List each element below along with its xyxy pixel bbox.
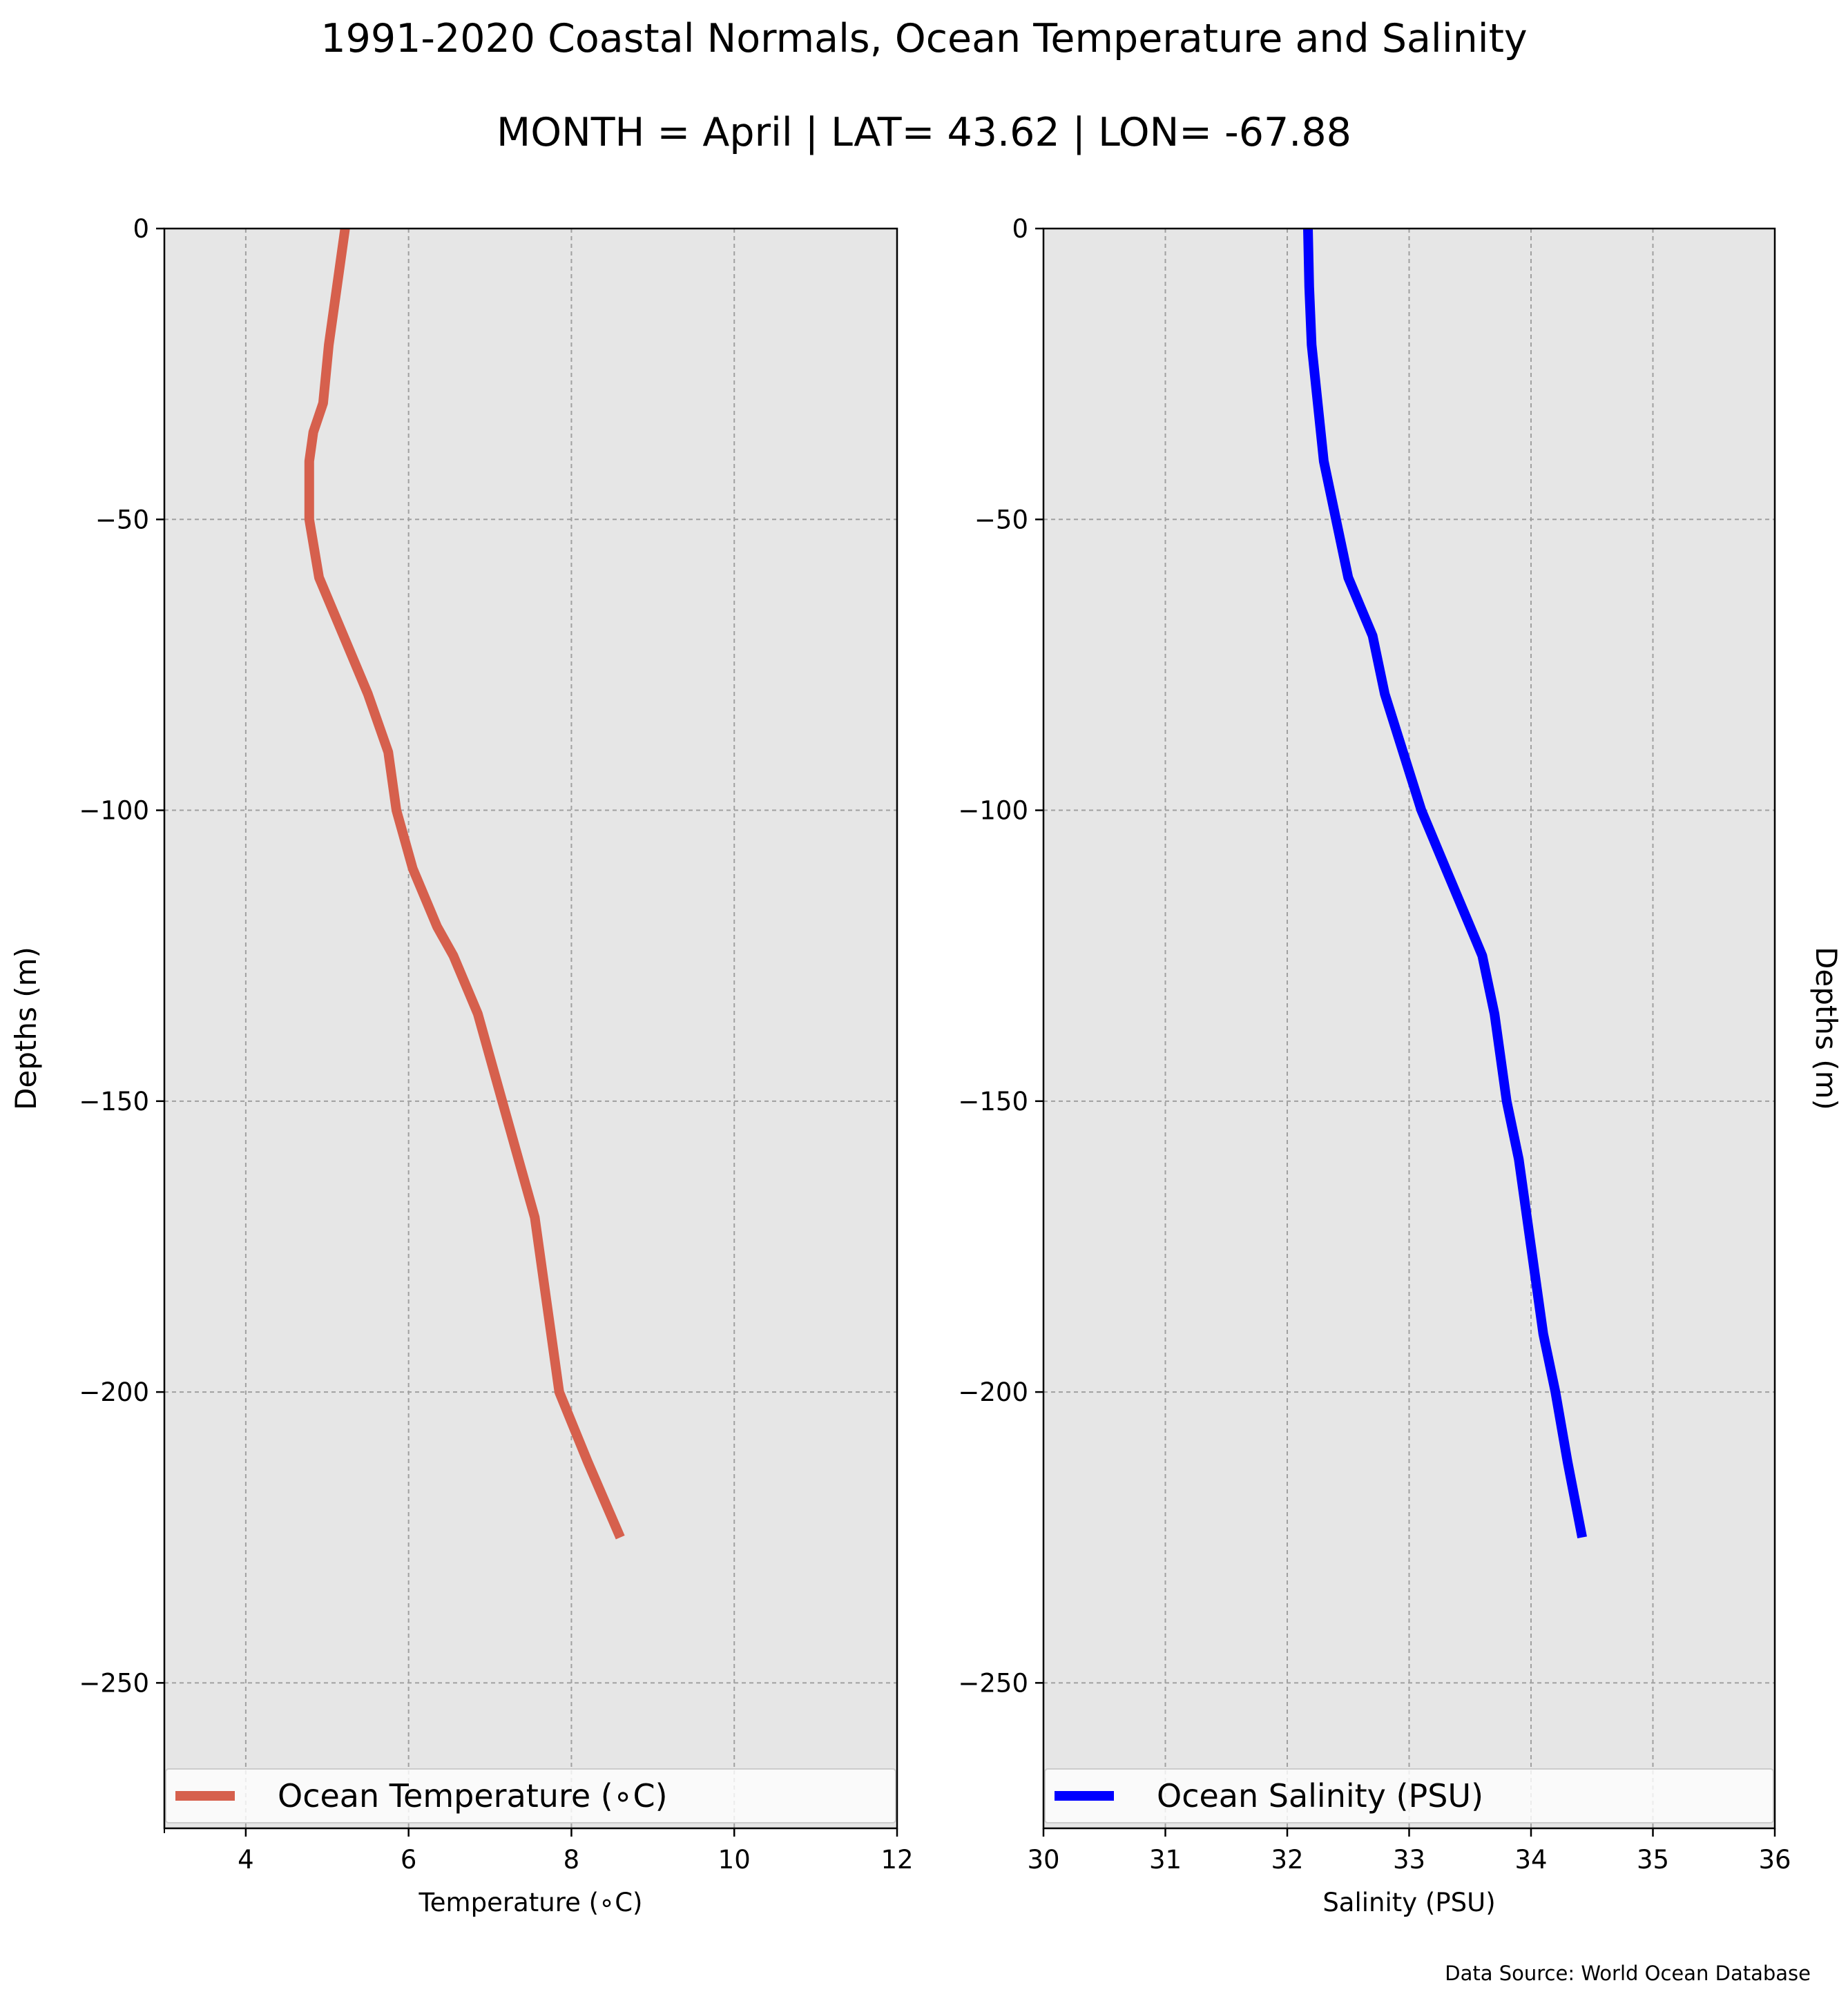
x-tick-label: 35 [1637, 1845, 1669, 1875]
legend-box [1044, 1768, 1774, 1823]
series-line [304, 228, 625, 1540]
chart-subtitle: MONTH = April | LAT= 43.62 | LON= -67.88 [497, 110, 1351, 155]
temperature-panel: Ocean Temperature (∘C) 4 6 8 10 12 0 −50 −100 −15… [9, 214, 914, 1917]
data-source: Data Source: World Ocean Database [1445, 1962, 1811, 1985]
y-tick-label: −200 [79, 1377, 149, 1407]
axes-frame [163, 227, 898, 1830]
series-line [1303, 228, 1587, 1539]
x-axis-label: Temperature (∘C) [418, 1888, 642, 1917]
x-tick-label: 10 [718, 1845, 751, 1875]
x-axis-label: Salinity (PSU) [1322, 1888, 1495, 1917]
x-tick-label: 4 [238, 1845, 254, 1875]
y-tick-label: −200 [958, 1377, 1028, 1407]
chart-title: 1991-2020 Coastal Normals, Ocean Tempera… [320, 16, 1527, 61]
y-tick-label: 0 [133, 214, 149, 244]
y-axis-label: Depths (m) [9, 947, 43, 1110]
x-tick-label: 36 [1758, 1845, 1791, 1875]
y-tick-label: −100 [958, 796, 1028, 826]
salinity-panel: Ocean Salinity (PSU) 30 31 32 33 34 35 36 0 −50 −1… [958, 214, 1843, 1917]
y-tick-label: −100 [79, 796, 149, 826]
x-tick-label: 8 [564, 1845, 580, 1875]
y-tick-label: −250 [958, 1668, 1028, 1698]
y-tick-label: 0 [1012, 214, 1028, 244]
x-tick-label: 32 [1271, 1845, 1303, 1875]
x-tick-label: 31 [1149, 1845, 1182, 1875]
plot-area [164, 229, 897, 1828]
x-tick-label: 33 [1393, 1845, 1425, 1875]
y-tick-label: −50 [95, 505, 149, 534]
x-tick-label: 6 [401, 1845, 417, 1875]
x-tick-label: 30 [1027, 1845, 1059, 1875]
y-tick-label: −250 [79, 1668, 149, 1698]
y-tick-label: −150 [79, 1087, 149, 1116]
y-tick-label: −150 [958, 1087, 1028, 1116]
legend-label: Ocean Salinity (PSU) [1157, 1777, 1483, 1815]
y-tick-label: −50 [974, 505, 1028, 534]
y-axis-label: Depths (m) [1809, 947, 1843, 1110]
x-tick-label: 34 [1514, 1845, 1547, 1875]
x-tick-label: 12 [880, 1845, 913, 1875]
legend-box [165, 1768, 896, 1823]
legend-label: Ocean Temperature (∘C) [278, 1777, 668, 1815]
